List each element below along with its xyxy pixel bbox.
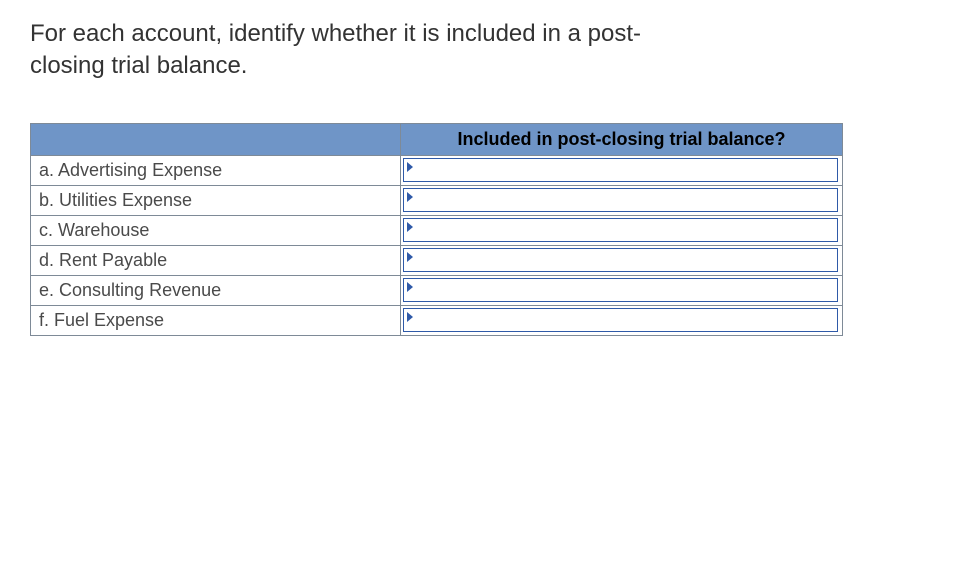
included-dropdown[interactable] (403, 308, 838, 332)
chevron-right-icon (407, 192, 413, 202)
answer-cell (401, 245, 843, 275)
header-included: Included in post-closing trial balance? (401, 123, 843, 155)
page-container: For each account, identify whether it is… (0, 0, 961, 366)
table-row: d. Rent Payable (31, 245, 843, 275)
answer-cell (401, 185, 843, 215)
chevron-right-icon (407, 282, 413, 292)
chevron-right-icon (407, 312, 413, 322)
included-dropdown[interactable] (403, 188, 838, 212)
table-row: a. Advertising Expense (31, 155, 843, 185)
answer-cell (401, 155, 843, 185)
account-label: f. Fuel Expense (31, 305, 401, 335)
account-label: c. Warehouse (31, 215, 401, 245)
account-label: d. Rent Payable (31, 245, 401, 275)
answer-cell (401, 215, 843, 245)
account-label: b. Utilities Expense (31, 185, 401, 215)
header-blank (31, 123, 401, 155)
chevron-right-icon (407, 222, 413, 232)
chevron-right-icon (407, 162, 413, 172)
included-dropdown[interactable] (403, 278, 838, 302)
answer-cell (401, 305, 843, 335)
answer-cell (401, 275, 843, 305)
account-label: e. Consulting Revenue (31, 275, 401, 305)
accounts-table: Included in post-closing trial balance? … (30, 123, 843, 336)
table-row: c. Warehouse (31, 215, 843, 245)
account-label: a. Advertising Expense (31, 155, 401, 185)
included-dropdown[interactable] (403, 218, 838, 242)
question-prompt: For each account, identify whether it is… (30, 18, 710, 83)
included-dropdown[interactable] (403, 248, 838, 272)
chevron-right-icon (407, 252, 413, 262)
table-row: f. Fuel Expense (31, 305, 843, 335)
table-body: a. Advertising Expense b. Utilities Expe… (31, 155, 843, 335)
table-row: e. Consulting Revenue (31, 275, 843, 305)
included-dropdown[interactable] (403, 158, 838, 182)
table-header-row: Included in post-closing trial balance? (31, 123, 843, 155)
table-row: b. Utilities Expense (31, 185, 843, 215)
